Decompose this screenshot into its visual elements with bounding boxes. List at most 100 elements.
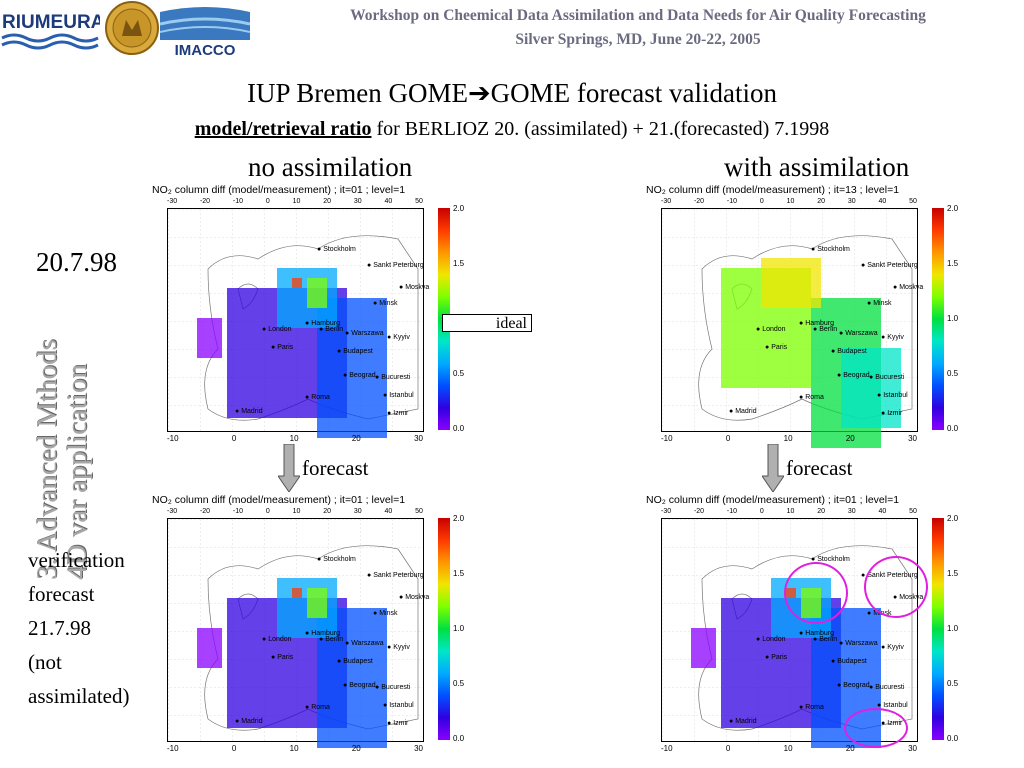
- city-name: Sankt Peterburg: [373, 572, 424, 579]
- city-label: ● Paris: [765, 654, 788, 661]
- city-name: Paris: [277, 344, 294, 351]
- city-name: Roma: [805, 394, 824, 401]
- city-name: Hamburg: [311, 320, 340, 327]
- map-panel-with-assim-20jul: NO₂ column diff (model/measurement) ; it…: [646, 184, 958, 451]
- city-name: Bucuresti: [381, 684, 411, 691]
- city-name: Moskva: [899, 284, 924, 291]
- colorbar-tick-label: 2.0: [453, 204, 465, 213]
- slide-title-part-a: IUP Bremen GOME: [246, 78, 468, 108]
- arrow-right-icon: ➔: [467, 78, 491, 108]
- down-arrow-icon: [762, 444, 784, 492]
- city-label: ● Warszawa: [839, 640, 878, 647]
- city-label: ● Hamburg: [799, 320, 834, 327]
- city-label: ● Istanbul: [877, 702, 908, 709]
- city-label: ● Budapest: [831, 348, 867, 355]
- data-swath: [197, 318, 222, 358]
- university-seal-icon: [105, 1, 159, 55]
- panel-title: NO₂ column diff (model/measurement) ; it…: [152, 494, 406, 506]
- city-name: Roma: [311, 394, 330, 401]
- top-tick-label: -30: [167, 198, 178, 205]
- city-name: Moskva: [405, 594, 430, 601]
- x-tick-label: -10: [167, 434, 179, 443]
- city-label: ● Stockholm: [317, 246, 356, 253]
- city-label: ● Sankt Peterburg: [367, 262, 424, 269]
- panel-title: NO₂ column diff (model/measurement) ; it…: [646, 184, 900, 196]
- x-tick-label: 0: [231, 434, 237, 443]
- verification-line: (not: [28, 650, 62, 674]
- city-name: Berlin: [819, 326, 838, 333]
- city-label: ● London: [756, 326, 786, 333]
- data-swath: [292, 588, 302, 598]
- city-label: ● Minsk: [867, 300, 892, 307]
- city-label: ● Madrid: [235, 408, 263, 415]
- down-arrow-icon: [278, 444, 300, 492]
- city-label: ● London: [756, 636, 786, 643]
- top-tick-label: 30: [847, 198, 856, 205]
- city-label: ● Hamburg: [305, 630, 340, 637]
- colorbar-tick-label: 2.0: [947, 204, 959, 213]
- x-tick-label: 10: [289, 434, 299, 443]
- city-name: Sankt Peterburg: [867, 262, 918, 269]
- city-label: ● Kyyiv: [387, 334, 410, 341]
- top-axis-ticks: -30 -20 -10 0 10 20 30 40 50: [167, 508, 423, 515]
- top-tick-label: -10: [232, 198, 244, 205]
- city-label: ● Istanbul: [383, 702, 414, 709]
- x-tick-label: 20: [845, 744, 855, 753]
- city-name: Minsk: [873, 300, 892, 307]
- top-tick-label: 30: [847, 508, 856, 515]
- city-label: ● Madrid: [729, 718, 757, 725]
- city-label: ● Berlin: [813, 326, 838, 333]
- city-label: ● Minsk: [373, 300, 398, 307]
- city-label: ● Bucuresti: [869, 374, 905, 381]
- top-tick-label: -20: [693, 508, 705, 515]
- x-tick-label: -10: [661, 744, 673, 753]
- city-name: Warszawa: [845, 640, 878, 647]
- top-tick-label: -20: [199, 508, 211, 515]
- top-tick-label: -30: [661, 198, 672, 205]
- city-name: Minsk: [379, 300, 398, 307]
- top-axis-ticks: -30 -20 -10 0 10 20 30 40 50: [661, 198, 917, 205]
- highlight-circle: [844, 708, 908, 748]
- city-label: ● Izmir: [881, 410, 903, 417]
- city-name: Madrid: [735, 408, 757, 415]
- colorbar: [438, 518, 450, 740]
- top-tick-label: -20: [199, 198, 211, 205]
- colorbar-tick-label: 0.0: [453, 424, 465, 433]
- slide-subtitle: model/retrieval ratio for BERLIOZ 20. (a…: [0, 118, 1024, 141]
- city-name: London: [762, 636, 786, 643]
- city-name: Izmir: [393, 720, 409, 727]
- top-tick-label: 30: [353, 198, 362, 205]
- top-tick-label: -10: [726, 198, 738, 205]
- city-name: Roma: [805, 704, 824, 711]
- city-label: ● Roma: [799, 394, 824, 401]
- top-tick-label: 40: [878, 508, 887, 515]
- city-label: ● Bucuresti: [869, 684, 905, 691]
- city-label: ● Bucuresti: [375, 374, 411, 381]
- top-tick-label: 10: [292, 198, 301, 205]
- city-label: ● Istanbul: [383, 392, 414, 399]
- city-name: Paris: [277, 654, 294, 661]
- panel-title: NO₂ column diff (model/measurement) ; it…: [152, 184, 406, 196]
- city-name: Stockholm: [323, 246, 356, 253]
- riumeurad-logo: RIUMEURAD: [1, 12, 100, 50]
- city-name: Madrid: [241, 718, 263, 725]
- city-name: Warszawa: [351, 640, 384, 647]
- city-name: Warszawa: [845, 330, 878, 337]
- city-name: Sankt Peterburg: [373, 262, 424, 269]
- top-tick-label: -20: [693, 198, 705, 205]
- colorbar-tick-label: 0.0: [453, 734, 465, 743]
- top-tick-label: 20: [817, 508, 826, 515]
- panel-title: NO₂ column diff (model/measurement) ; it…: [646, 494, 900, 506]
- top-tick-label: 0: [759, 508, 764, 515]
- map-panel-no-assim-20jul: NO₂ column diff (model/measurement) ; it…: [152, 184, 464, 451]
- city-name: Paris: [771, 344, 788, 351]
- x-tick-label: 10: [783, 744, 793, 753]
- city-label: ● Budapest: [831, 658, 867, 665]
- city-name: Izmir: [887, 410, 903, 417]
- x-axis-ticks: -10 0 10 20 30: [167, 434, 423, 443]
- x-tick-label: -10: [167, 744, 179, 753]
- city-name: Moskva: [405, 284, 430, 291]
- city-name: Beograd: [843, 682, 870, 689]
- x-tick-label: -10: [661, 434, 673, 443]
- workshop-location-date: Silver Springs, MD, June 20-22, 2005: [515, 31, 761, 48]
